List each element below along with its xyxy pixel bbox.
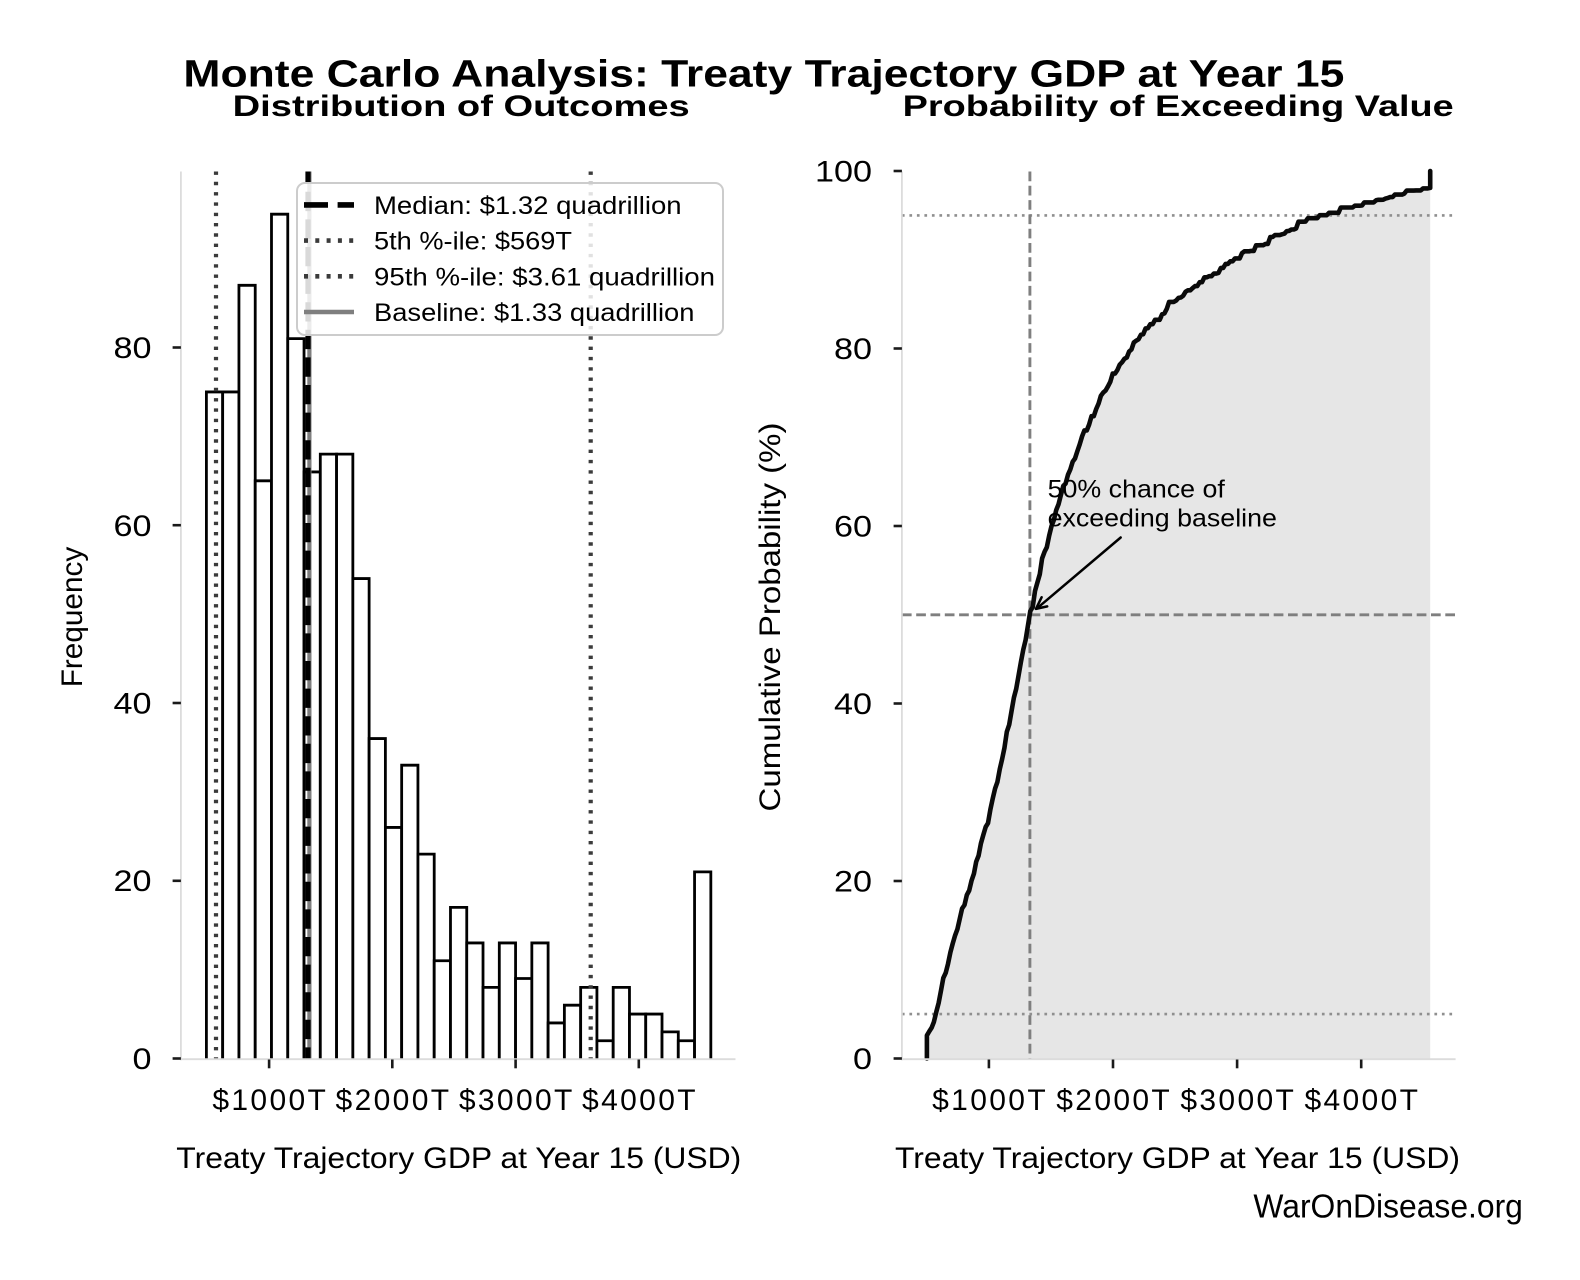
svg-text:$2000T: $2000T <box>1056 1084 1170 1117</box>
svg-text:95th %-ile: $3.61 quadrillion: 95th %-ile: $3.61 quadrillion <box>374 263 715 291</box>
svg-text:$4000T: $4000T <box>1304 1084 1418 1117</box>
svg-text:$1000T: $1000T <box>212 1084 326 1117</box>
svg-text:20: 20 <box>834 866 872 899</box>
svg-text:Treaty Trajectory GDP at Year: Treaty Trajectory GDP at Year 15 (USD) <box>895 1142 1460 1175</box>
svg-text:Probability of Exceeding Value: Probability of Exceeding Value <box>903 90 1454 123</box>
svg-text:$3000T: $3000T <box>459 1084 573 1117</box>
svg-text:0: 0 <box>853 1043 872 1076</box>
svg-text:$4000T: $4000T <box>582 1084 696 1117</box>
svg-text:40: 40 <box>834 688 872 721</box>
svg-text:60: 60 <box>114 510 152 543</box>
svg-text:$2000T: $2000T <box>336 1084 450 1117</box>
svg-text:Baseline: $1.33 quadrillion: Baseline: $1.33 quadrillion <box>374 299 694 327</box>
svg-text:Cumulative Probability (%): Cumulative Probability (%) <box>754 423 787 812</box>
svg-text:Treaty Trajectory GDP at Year: Treaty Trajectory GDP at Year 15 (USD) <box>176 1142 741 1175</box>
svg-text:$1000T: $1000T <box>932 1084 1046 1117</box>
svg-text:80: 80 <box>114 332 152 365</box>
svg-text:Monte Carlo Analysis: Treaty T: Monte Carlo Analysis: Treaty Trajectory … <box>183 54 1344 96</box>
svg-text:80: 80 <box>834 333 872 366</box>
svg-text:60: 60 <box>834 511 872 544</box>
svg-text:WarOnDisease.org: WarOnDisease.org <box>1253 1188 1523 1225</box>
svg-text:exceeding baseline: exceeding baseline <box>1048 504 1277 532</box>
svg-text:5th %-ile: $569T: 5th %-ile: $569T <box>374 228 572 256</box>
svg-text:40: 40 <box>114 688 152 721</box>
svg-text:20: 20 <box>114 865 152 898</box>
svg-text:50% chance of: 50% chance of <box>1048 476 1225 504</box>
svg-text:Frequency: Frequency <box>56 547 89 688</box>
svg-text:$3000T: $3000T <box>1180 1084 1294 1117</box>
svg-text:Distribution of Outcomes: Distribution of Outcomes <box>233 90 690 123</box>
svg-text:100: 100 <box>815 156 872 189</box>
svg-text:Median: $1.32 quadrillion: Median: $1.32 quadrillion <box>374 192 682 220</box>
svg-text:0: 0 <box>133 1043 152 1076</box>
